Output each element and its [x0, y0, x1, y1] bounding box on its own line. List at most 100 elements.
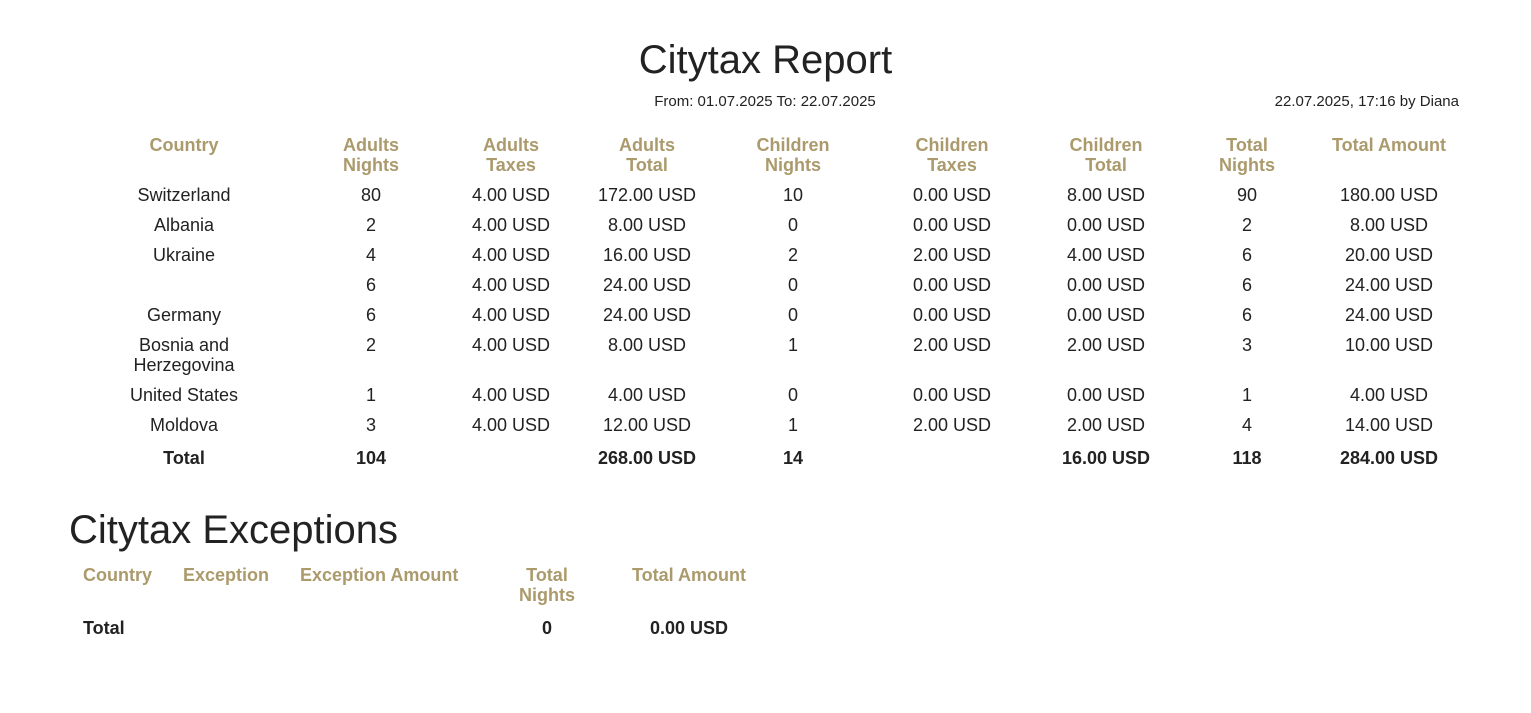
column-header: Total Nights: [519, 565, 575, 605]
report-generated: 22.07.2025, 17:16 by Diana: [1274, 93, 1459, 110]
column-header: Adults Nights: [343, 135, 399, 175]
total-cell: Total: [163, 448, 205, 468]
value-cell: 4.00 USD: [607, 385, 687, 405]
value-cell: 6: [365, 305, 376, 325]
value-cell: 24.00 USD: [1344, 275, 1434, 295]
value-cell: 0.00 USD: [912, 185, 992, 205]
total-cell: 16.00 USD: [1061, 448, 1151, 468]
report-title: Citytax Report: [638, 38, 893, 82]
value-cell: 4.00 USD: [471, 415, 551, 435]
total-cell: 0.00 USD: [649, 618, 729, 638]
value-cell: 2: [365, 335, 376, 355]
value-cell: 6: [1241, 275, 1252, 295]
column-header: Country: [83, 565, 152, 585]
value-cell: 2: [787, 245, 798, 265]
column-header: Exception: [183, 565, 270, 585]
value-cell: 4.00 USD: [1066, 245, 1146, 265]
country-cell: Germany: [146, 305, 222, 325]
country-cell: United States: [129, 385, 239, 405]
total-cell: 0: [541, 618, 552, 638]
value-cell: 2.00 USD: [1066, 335, 1146, 355]
value-cell: 14.00 USD: [1344, 415, 1434, 435]
column-header: Total Amount: [632, 565, 746, 585]
exceptions-title: Citytax Exceptions: [69, 508, 399, 552]
value-cell: 4.00 USD: [1349, 385, 1429, 405]
value-cell: 2.00 USD: [912, 245, 992, 265]
value-cell: 10.00 USD: [1344, 335, 1434, 355]
total-cell: 284.00 USD: [1339, 448, 1439, 468]
value-cell: 2: [1241, 215, 1252, 235]
value-cell: 180.00 USD: [1339, 185, 1439, 205]
column-header: Children Nights: [756, 135, 830, 175]
value-cell: 24.00 USD: [602, 305, 692, 325]
value-cell: 0.00 USD: [1066, 305, 1146, 325]
value-cell: 0: [787, 385, 798, 405]
value-cell: 1: [787, 415, 798, 435]
value-cell: 8.00 USD: [1066, 185, 1146, 205]
value-cell: 3: [365, 415, 376, 435]
value-cell: 4: [365, 245, 376, 265]
value-cell: 0.00 USD: [912, 275, 992, 295]
value-cell: 0.00 USD: [1066, 275, 1146, 295]
column-header: Total Amount: [1332, 135, 1446, 155]
value-cell: 3: [1241, 335, 1252, 355]
total-cell: 14: [782, 448, 804, 468]
value-cell: 4: [1241, 415, 1252, 435]
country-cell: Switzerland: [137, 185, 231, 205]
total-cell: 268.00 USD: [597, 448, 697, 468]
value-cell: 0: [787, 305, 798, 325]
total-cell: Total: [83, 618, 125, 638]
value-cell: 4.00 USD: [471, 385, 551, 405]
value-cell: 4.00 USD: [471, 275, 551, 295]
value-cell: 8.00 USD: [1349, 215, 1429, 235]
column-header: Country: [149, 135, 219, 155]
value-cell: 16.00 USD: [602, 245, 692, 265]
value-cell: 8.00 USD: [607, 215, 687, 235]
value-cell: 8.00 USD: [607, 335, 687, 355]
value-cell: 2.00 USD: [1066, 415, 1146, 435]
value-cell: 12.00 USD: [602, 415, 692, 435]
value-cell: 4.00 USD: [471, 185, 551, 205]
value-cell: 0.00 USD: [912, 385, 992, 405]
country-cell: Albania: [153, 215, 215, 235]
value-cell: 0.00 USD: [912, 215, 992, 235]
country-cell: Bosnia and Herzegovina: [133, 335, 235, 375]
column-header: Adults Taxes: [483, 135, 539, 175]
value-cell: 2.00 USD: [912, 335, 992, 355]
value-cell: 24.00 USD: [602, 275, 692, 295]
value-cell: 24.00 USD: [1344, 305, 1434, 325]
value-cell: 0.00 USD: [912, 305, 992, 325]
value-cell: 1: [787, 335, 798, 355]
total-cell: 118: [1232, 448, 1262, 468]
value-cell: 0: [787, 215, 798, 235]
value-cell: 2.00 USD: [912, 415, 992, 435]
value-cell: 6: [365, 275, 376, 295]
value-cell: 4.00 USD: [471, 245, 551, 265]
value-cell: 90: [1236, 185, 1258, 205]
value-cell: 4.00 USD: [471, 215, 551, 235]
column-header: Children Taxes: [915, 135, 989, 175]
value-cell: 80: [360, 185, 382, 205]
value-cell: 4.00 USD: [471, 305, 551, 325]
report-period: From: 01.07.2025 To: 22.07.2025: [654, 93, 876, 110]
value-cell: 0: [787, 275, 798, 295]
value-cell: 0.00 USD: [1066, 215, 1146, 235]
value-cell: 10: [782, 185, 804, 205]
column-header: Exception Amount: [300, 565, 459, 585]
value-cell: 6: [1241, 305, 1252, 325]
column-header: Children Total: [1069, 135, 1143, 175]
column-header: Total Nights: [1219, 135, 1275, 175]
country-cell: Ukraine: [152, 245, 216, 265]
value-cell: 1: [365, 385, 376, 405]
value-cell: 4.00 USD: [471, 335, 551, 355]
value-cell: 1: [1241, 385, 1252, 405]
value-cell: 2: [365, 215, 376, 235]
column-header: Adults Total: [619, 135, 675, 175]
country-cell: Moldova: [149, 415, 219, 435]
value-cell: 20.00 USD: [1344, 245, 1434, 265]
value-cell: 6: [1241, 245, 1252, 265]
value-cell: 172.00 USD: [597, 185, 697, 205]
total-cell: 104: [355, 448, 387, 468]
value-cell: 0.00 USD: [1066, 385, 1146, 405]
